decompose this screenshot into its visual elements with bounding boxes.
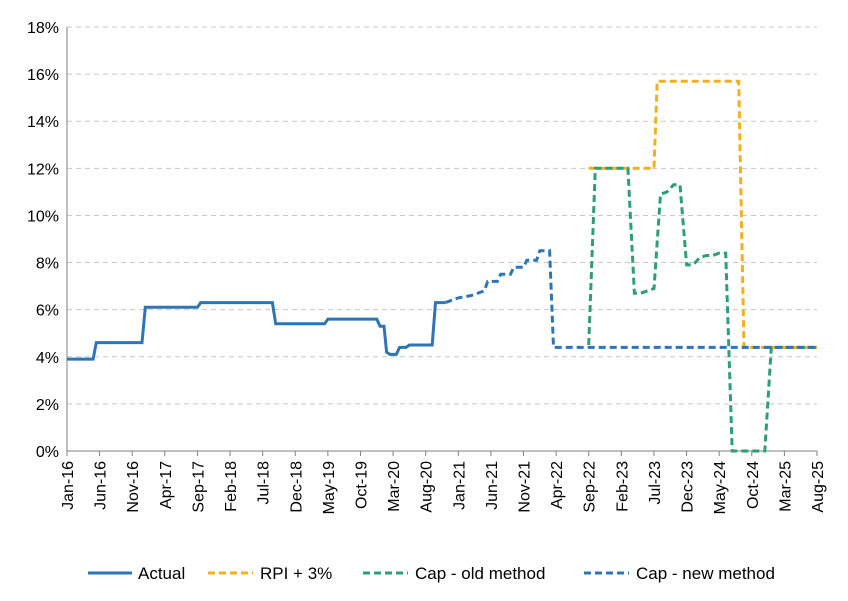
gridlines xyxy=(67,26,817,405)
x-tick-label: Jun-21 xyxy=(484,461,501,510)
y-tick-labels: 0% 2% 4% 6% 8% 10% 12% 14% 16% 18% xyxy=(27,20,59,461)
x-tick-label: Oct-24 xyxy=(745,461,762,509)
legend-label-rpi: RPI + 3% xyxy=(260,564,332,583)
legend-label-actual: Actual xyxy=(138,564,185,583)
x-tick-label: Apr-22 xyxy=(549,461,566,509)
y-tick-label: 10% xyxy=(27,208,59,225)
x-tick-label: Feb-18 xyxy=(223,461,240,512)
series-line-actual xyxy=(67,301,446,361)
legend-item-cap-new: Cap - new method xyxy=(584,564,775,583)
x-tick-label: Sep-22 xyxy=(582,461,599,513)
y-tick-label: 18% xyxy=(27,20,59,37)
series-lines xyxy=(67,79,817,453)
y-tick-label: 2% xyxy=(36,397,59,414)
y-tick-label: 8% xyxy=(36,256,59,273)
y-tick-label: 12% xyxy=(27,161,59,178)
y-tick-label: 14% xyxy=(27,114,59,131)
y-tick-label: 4% xyxy=(36,350,59,367)
legend-label-cap-old: Cap - old method xyxy=(415,564,545,583)
x-tick-label: Sep-17 xyxy=(190,461,207,513)
x-tick-label: Aug-20 xyxy=(419,461,436,513)
x-tick-label: Nov-21 xyxy=(517,461,534,513)
x-tick-label: Mar-20 xyxy=(386,461,403,512)
x-tick-label: Oct-19 xyxy=(353,461,370,509)
y-tick-label: 6% xyxy=(36,303,59,320)
x-tick-label: Aug-25 xyxy=(810,461,827,513)
axes xyxy=(66,27,817,452)
y-tick-label: 0% xyxy=(36,444,59,461)
x-tick-label: May-24 xyxy=(712,461,729,514)
x-tick-label: Feb-23 xyxy=(614,461,631,512)
x-tick-label: Dec-23 xyxy=(680,461,697,513)
x-tick-label: Jul-23 xyxy=(647,461,664,505)
x-tick-label: Jun-16 xyxy=(93,461,110,510)
legend-item-cap-old: Cap - old method xyxy=(363,564,545,583)
legend-item-actual: Actual xyxy=(88,564,185,583)
x-tick-label: Dec-18 xyxy=(288,461,305,513)
x-tick-label: Apr-17 xyxy=(158,461,175,509)
x-tick-labels: Jan-16 Jun-16 Nov-16 Apr-17 Sep-17 Feb-18 Jul-… xyxy=(60,451,827,514)
series-line-cap-old-method xyxy=(587,166,817,453)
legend-label-cap-new: Cap - new method xyxy=(636,564,775,583)
x-tick-label: May-19 xyxy=(321,461,338,514)
legend: Actual RPI + 3% Cap - old method Cap - n… xyxy=(88,564,775,583)
x-tick-label: Mar-25 xyxy=(777,461,794,512)
x-tick-label: Jan-21 xyxy=(451,461,468,510)
x-tick-label: Jan-16 xyxy=(60,461,77,510)
x-tick-label: Jul-18 xyxy=(256,461,273,505)
y-tick-label: 16% xyxy=(27,67,59,84)
x-tick-label: Nov-16 xyxy=(125,461,142,513)
series-line-cap-new-method xyxy=(444,249,817,349)
legend-item-rpi: RPI + 3% xyxy=(208,564,332,583)
